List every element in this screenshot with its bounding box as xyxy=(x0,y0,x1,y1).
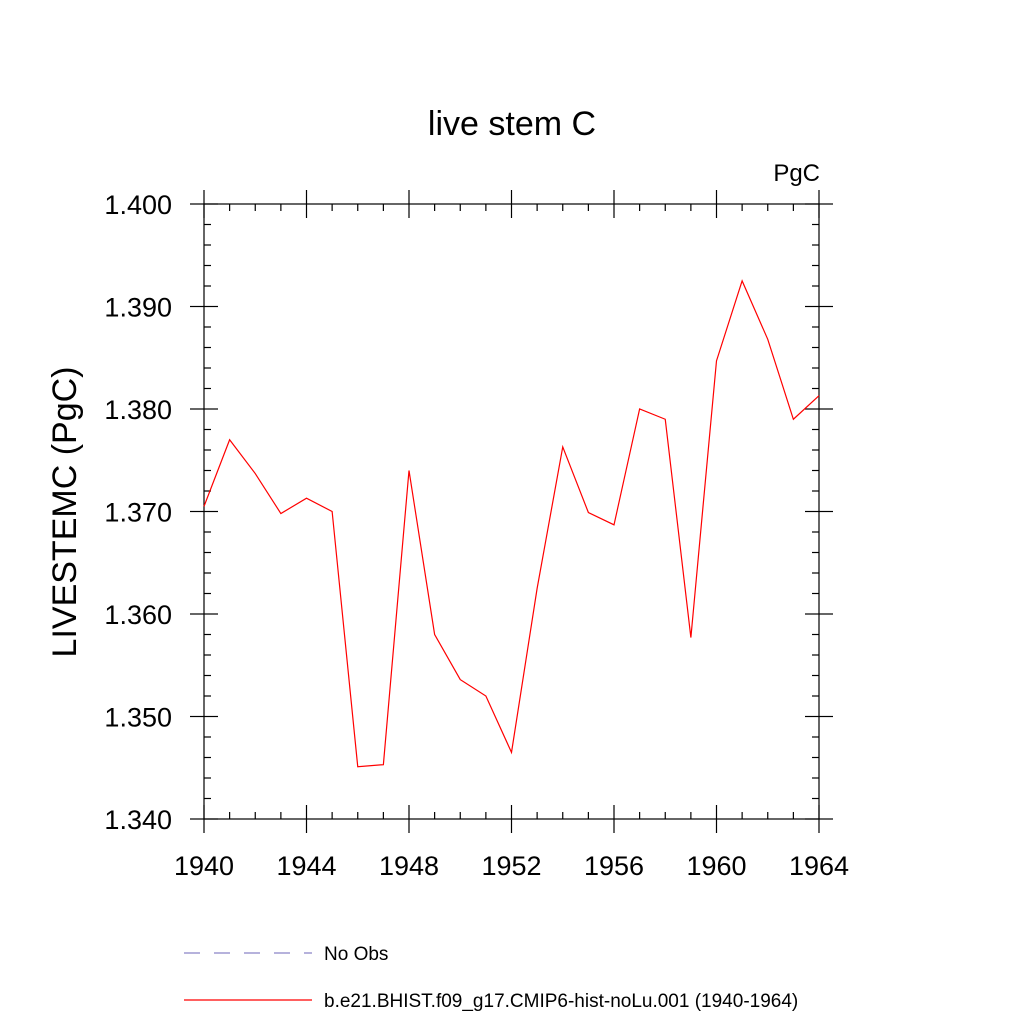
y-tick-label: 1.360 xyxy=(104,600,172,630)
y-tick-label: 1.370 xyxy=(104,498,172,528)
y-tick-label: 1.350 xyxy=(104,703,172,733)
y-axis-label: LIVESTEMC (PgC) xyxy=(46,367,84,658)
x-tick-label: 1964 xyxy=(789,851,849,881)
y-tick-label: 1.400 xyxy=(104,190,172,220)
x-tick-label: 1956 xyxy=(584,851,644,881)
x-tick-label: 1952 xyxy=(481,851,541,881)
series-layer xyxy=(203,279,820,768)
y-tick-label: 1.380 xyxy=(104,395,172,425)
legend: No Obs b.e21.BHIST.f09_g17.CMIP6-hist-noL… xyxy=(184,944,798,1012)
x-tick-label: 1944 xyxy=(276,851,336,881)
x-tick-label: 1948 xyxy=(379,851,439,881)
series-line-1 xyxy=(203,279,820,768)
legend-label-1: b.e21.BHIST.f09_g17.CMIP6-hist-noLu.001 … xyxy=(324,991,798,1012)
units-label: PgC xyxy=(773,160,820,187)
y-tick-label: 1.340 xyxy=(104,805,172,835)
y-tick-label: 1.390 xyxy=(104,293,172,323)
axis-ticks: 1940 1944 1948 1952 1956 1960 1964 1.340 1.350 1.… xyxy=(104,190,849,881)
legend-label-0: No Obs xyxy=(324,944,388,965)
chart-title: live stem C xyxy=(428,105,596,143)
x-tick-label: 1940 xyxy=(174,851,234,881)
plot-frame xyxy=(203,203,820,820)
x-tick-label: 1960 xyxy=(686,851,746,881)
